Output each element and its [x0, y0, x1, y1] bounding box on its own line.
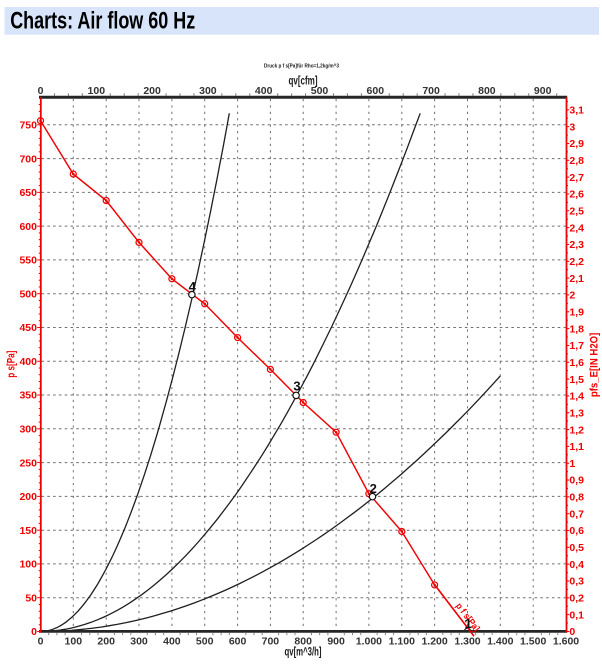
svg-text:550: 550 — [19, 255, 37, 267]
svg-text:400: 400 — [19, 356, 37, 368]
svg-text:0: 0 — [31, 626, 37, 638]
svg-text:900: 900 — [327, 635, 345, 647]
svg-text:100: 100 — [65, 635, 83, 647]
svg-text:100: 100 — [19, 559, 37, 571]
svg-text:1.600: 1.600 — [553, 635, 579, 647]
svg-text:2,5: 2,5 — [569, 206, 584, 218]
svg-text:300: 300 — [199, 85, 217, 97]
svg-text:2: 2 — [569, 290, 575, 302]
svg-text:0: 0 — [38, 635, 44, 647]
svg-text:4: 4 — [189, 279, 197, 294]
svg-text:500: 500 — [19, 288, 37, 300]
svg-text:350: 350 — [19, 390, 37, 402]
svg-text:450: 450 — [19, 322, 37, 334]
svg-text:1,9: 1,9 — [569, 307, 584, 319]
svg-text:1.300: 1.300 — [454, 635, 480, 647]
svg-text:Charts: Air flow 60 Hz: Charts: Air flow 60 Hz — [10, 8, 195, 35]
svg-text:0,3: 0,3 — [569, 576, 584, 588]
svg-text:1.000: 1.000 — [356, 635, 382, 647]
svg-text:1,1: 1,1 — [569, 441, 584, 453]
svg-text:2,8: 2,8 — [569, 155, 584, 167]
svg-text:600: 600 — [19, 221, 37, 233]
svg-text:Druck p f s[Pa]für Rho=1,2kg/m: Druck p f s[Pa]für Rho=1,2kg/m^3 — [264, 63, 339, 69]
svg-text:1,4: 1,4 — [569, 391, 584, 403]
svg-text:400: 400 — [163, 635, 181, 647]
svg-text:0,1: 0,1 — [569, 609, 584, 621]
svg-text:300: 300 — [130, 635, 148, 647]
svg-text:650: 650 — [19, 187, 37, 199]
svg-text:900: 900 — [534, 85, 552, 97]
svg-text:2,4: 2,4 — [569, 222, 584, 234]
svg-text:800: 800 — [294, 635, 312, 647]
svg-text:800: 800 — [478, 85, 496, 97]
svg-text:700: 700 — [262, 635, 280, 647]
svg-text:200: 200 — [143, 85, 161, 97]
svg-text:1,8: 1,8 — [569, 323, 584, 335]
svg-text:1,7: 1,7 — [569, 340, 584, 352]
svg-text:600: 600 — [229, 635, 247, 647]
svg-text:1: 1 — [465, 616, 472, 631]
svg-text:150: 150 — [19, 525, 37, 537]
svg-text:500: 500 — [196, 635, 214, 647]
svg-text:0,2: 0,2 — [569, 593, 584, 605]
svg-text:qv[cfm]: qv[cfm] — [289, 75, 318, 87]
svg-text:1,5: 1,5 — [569, 374, 584, 386]
svg-text:50: 50 — [25, 592, 37, 604]
svg-text:3,1: 3,1 — [569, 105, 584, 117]
svg-text:750: 750 — [19, 120, 37, 132]
svg-text:1,3: 1,3 — [569, 407, 584, 419]
svg-text:250: 250 — [19, 457, 37, 469]
svg-text:0,8: 0,8 — [569, 492, 584, 504]
svg-text:400: 400 — [255, 85, 273, 97]
svg-text:1.100: 1.100 — [389, 635, 415, 647]
svg-text:2,3: 2,3 — [569, 239, 584, 251]
svg-text:2,1: 2,1 — [569, 273, 584, 285]
svg-text:2,6: 2,6 — [569, 189, 584, 201]
svg-text:1.400: 1.400 — [487, 635, 513, 647]
svg-text:1,2: 1,2 — [569, 424, 584, 436]
svg-text:2,2: 2,2 — [569, 256, 584, 268]
svg-text:0: 0 — [569, 626, 575, 638]
svg-text:600: 600 — [367, 85, 385, 97]
svg-text:qv[m^3/h]: qv[m^3/h] — [285, 647, 322, 659]
svg-text:700: 700 — [422, 85, 440, 97]
svg-text:0,7: 0,7 — [569, 508, 584, 520]
svg-text:200: 200 — [19, 491, 37, 503]
svg-text:pfs_E[IN H2O]: pfs_E[IN H2O] — [588, 332, 600, 397]
svg-text:700: 700 — [19, 153, 37, 165]
svg-text:200: 200 — [97, 635, 115, 647]
svg-text:0,9: 0,9 — [569, 475, 584, 487]
svg-text:1.200: 1.200 — [421, 635, 447, 647]
svg-text:3: 3 — [293, 378, 300, 393]
svg-text:0,6: 0,6 — [569, 525, 584, 537]
svg-text:p s[Pa]: p s[Pa] — [6, 350, 18, 377]
svg-text:3: 3 — [569, 121, 575, 133]
svg-text:100: 100 — [88, 85, 106, 97]
svg-text:0: 0 — [38, 85, 44, 97]
svg-text:2,9: 2,9 — [569, 138, 584, 150]
svg-text:2,7: 2,7 — [569, 172, 584, 184]
svg-text:300: 300 — [19, 424, 37, 436]
svg-text:1: 1 — [569, 458, 575, 470]
svg-text:2: 2 — [370, 481, 377, 496]
svg-text:1.500: 1.500 — [520, 635, 546, 647]
svg-text:1,6: 1,6 — [569, 357, 584, 369]
svg-text:0,4: 0,4 — [569, 559, 584, 571]
svg-text:0,5: 0,5 — [569, 542, 584, 554]
svg-text:500: 500 — [311, 85, 329, 97]
